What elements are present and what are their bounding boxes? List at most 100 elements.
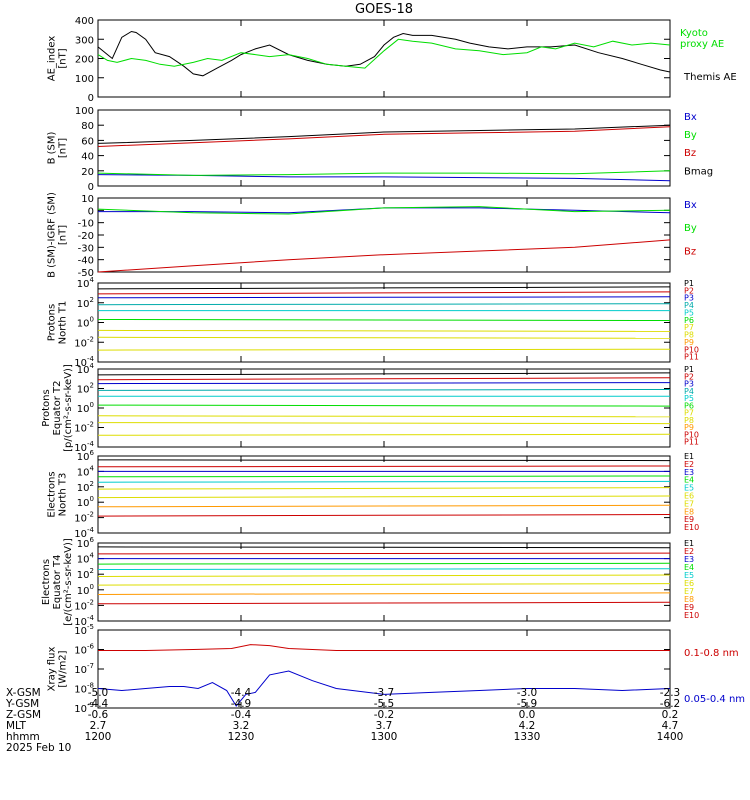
legend-entry: E6 [684,579,694,588]
series-line-0-1-0-8-nm [98,644,670,651]
panel-frame [97,197,671,273]
y-axis-label: B (SM) [47,131,58,164]
y-tick-label: 10-2 [74,335,94,349]
series-line-p4 [97,303,671,306]
ephemeris-label: X-GSM [6,687,41,699]
ephemeris-value: -0.2 [373,709,395,721]
legend-entry: P6 [684,316,694,325]
y-tick-label: 10-4 [74,355,94,369]
legend-entry: P1 [684,279,694,288]
y-tick-label: 10-2 [74,421,94,435]
y-tick-label: 102 [77,296,94,310]
legend-entry: E6 [684,492,694,501]
date-text: 2025 Feb 10 [6,742,72,754]
legend-entry: P5 [684,394,694,403]
y-tick-label: 100 [75,74,94,85]
series-line-e4 [97,475,671,478]
y-tick-label: 106 [77,536,95,550]
legend-entry: Bz [684,246,696,257]
series-line-0-05-0-4-nm [97,670,671,707]
y-axis-label: Equator T4 [52,555,63,610]
y-tick-label: 100 [77,316,94,330]
legend-entry: E2 [684,547,694,556]
legend-entry: P4 [684,301,694,310]
legend-entry: P7 [684,323,694,332]
legend-entry: E9 [684,603,694,612]
y-tick-label: 104 [77,276,95,290]
legend-entry: E3 [684,555,694,564]
legend-entry: P6 [684,401,694,410]
series-line-p8 [97,422,671,425]
ephemeris-value: 3.2 [232,720,250,732]
legend-entry: E4 [684,476,694,485]
legend-entry: P11 [684,353,699,362]
y-tick-label: 300 [75,35,94,46]
series-line-p4 [97,389,671,391]
y-tick-label: 10-8 [74,682,94,696]
ephemeris-value: -4.4 [230,687,252,699]
y-tick-label: 104 [77,362,95,376]
y-tick-label: 200 [75,55,94,66]
y-axis-label: [e/(cm²-s-sr-keV)] [63,538,74,626]
ephemeris-row: X-GSM -5.0 -4.4 -3.7 -3.0 -2.3 [0,688,750,699]
y-tick-label: 104 [77,464,95,478]
legend-entry: P2 [684,286,694,295]
panel-frame [97,542,671,622]
y-axis-label: North T1 [58,301,69,345]
legend-entry: P5 [684,308,694,317]
legend-entry: Bz [684,148,696,159]
ephemeris-value: -5.0 [87,687,109,699]
y-axis-label: Xray flux [47,647,58,692]
y-tick-label: 100 [77,583,94,597]
ephemeris-value: 1300 [370,731,398,743]
legend-entry: proxy AE [680,39,724,50]
panel-frame [97,455,671,534]
y-tick-label: 100 [77,495,94,509]
ephemeris-value: -5.9 [516,698,538,710]
y-tick-label: 0 [88,182,94,193]
y-tick-label: 0 [88,93,94,104]
legend-entry: 0.1-0.8 nm [684,648,739,659]
y-tick-label: 60 [81,136,94,147]
y-axis-label: Protons [47,304,58,341]
ephemeris-value: -0.4 [230,709,252,721]
series-line-p3 [97,382,671,385]
y-tick-label: 10-2 [74,511,94,525]
ephemeris-value: -0.6 [87,709,109,721]
series-line-p2 [97,377,671,381]
legend-entry: E4 [684,563,694,572]
y-tick-label: 10 [81,194,94,205]
legend-entry: E5 [684,571,694,580]
series-line-e9 [97,514,671,517]
ephemeris-value: -6.2 [659,698,681,710]
y-tick-label: 0 [88,206,94,217]
ephemeris-label: hhmm [6,731,40,743]
panel-frame [97,109,671,187]
legend-entry: E8 [684,595,694,604]
y-tick-label: 100 [77,401,94,415]
legend-entry: E8 [684,507,694,516]
series-line-e8 [97,504,671,508]
series-line-e1 [97,459,671,462]
ephemeris-value: -4.4 [87,698,109,710]
legend-entry: P10 [684,430,699,439]
series-line-p1 [97,286,671,290]
series-line-bmag [97,124,671,144]
y-axis-label: Equator T2 [52,381,63,436]
ephemeris-value: 2.7 [89,720,107,732]
y-axis-label: [W/m2] [58,650,69,687]
y-tick-label: 10-4 [74,614,94,628]
figure-title: GOES-18 [355,2,413,17]
y-axis-label: Electrons [47,471,58,517]
ephemeris-table: X-GSM -5.0 -4.4 -3.7 -3.0 -2.3 Y-GSM -4.4 -4.9 -5… [0,688,750,798]
y-axis-label: [nT] [58,225,69,245]
series-line-p6 [97,319,671,321]
series-line-by [97,206,671,215]
series-line-e5 [97,568,671,570]
ephemeris-value: -2.3 [659,687,681,699]
legend-entry: By [684,130,697,141]
y-tick-label: 80 [81,121,94,132]
